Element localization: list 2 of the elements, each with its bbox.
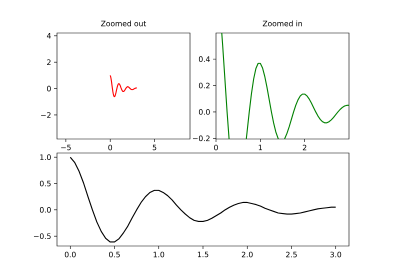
line-series [110, 74, 138, 98]
line-series [70, 156, 336, 242]
